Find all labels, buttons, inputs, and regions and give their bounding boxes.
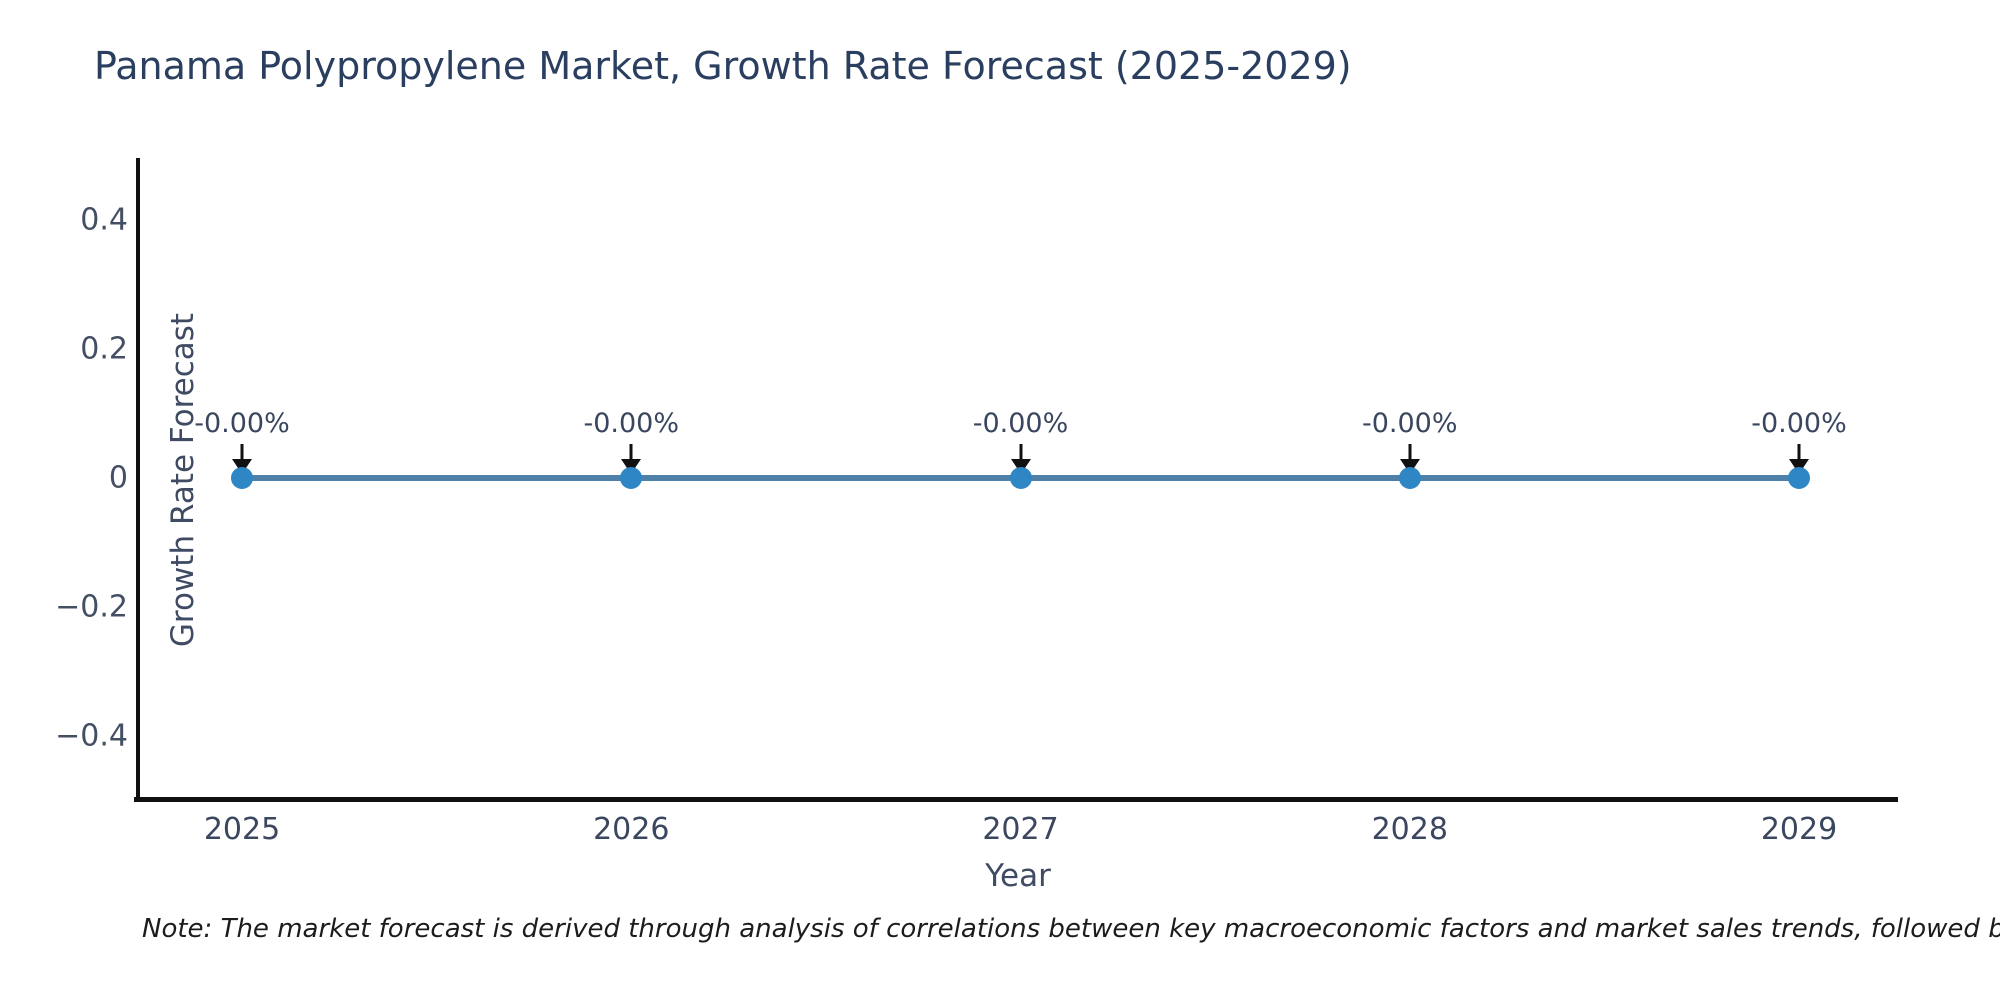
y-tick-label: 0.4 <box>80 202 128 238</box>
footnote: Note: The market forecast is derived thr… <box>142 914 2000 944</box>
y-tick-label: −0.2 <box>55 589 128 625</box>
data-point-marker[interactable] <box>1788 467 1810 489</box>
data-point-marker[interactable] <box>1009 467 1032 489</box>
annotation-arrow-stem <box>1797 444 1801 460</box>
y-axis-line <box>136 158 140 802</box>
annotation-arrow-stem <box>1408 444 1412 460</box>
x-tick-label: 2029 <box>1760 812 1838 847</box>
chart-title: Panama Polypropylene Market, Growth Rate… <box>94 44 1352 88</box>
annotation-arrow-stem <box>1019 444 1022 460</box>
point-annotation: -0.00% <box>194 408 290 439</box>
x-tick-label: 2028 <box>1371 812 1448 847</box>
y-tick-label: −0.4 <box>55 718 128 754</box>
x-axis-line <box>134 797 1898 802</box>
annotation-arrow-stem <box>240 444 244 460</box>
x-tick-label: 2027 <box>982 812 1059 847</box>
y-axis-title: Growth Rate Forecast <box>165 312 202 648</box>
point-annotation: -0.00% <box>583 408 680 439</box>
data-point-marker[interactable] <box>231 467 253 489</box>
data-point-marker[interactable] <box>1398 467 1421 489</box>
y-tick-label: 0.2 <box>80 331 128 367</box>
point-annotation: -0.00% <box>1361 408 1458 439</box>
annotation-arrow-stem <box>629 444 633 460</box>
point-annotation: -0.00% <box>1751 408 1847 439</box>
data-point-marker[interactable] <box>620 467 643 489</box>
x-tick-label: 2025 <box>203 812 281 847</box>
y-tick-label: 0 <box>108 460 128 496</box>
point-annotation: -0.00% <box>972 408 1069 439</box>
x-axis-title: Year <box>985 858 1051 894</box>
x-tick-label: 2026 <box>593 812 670 847</box>
